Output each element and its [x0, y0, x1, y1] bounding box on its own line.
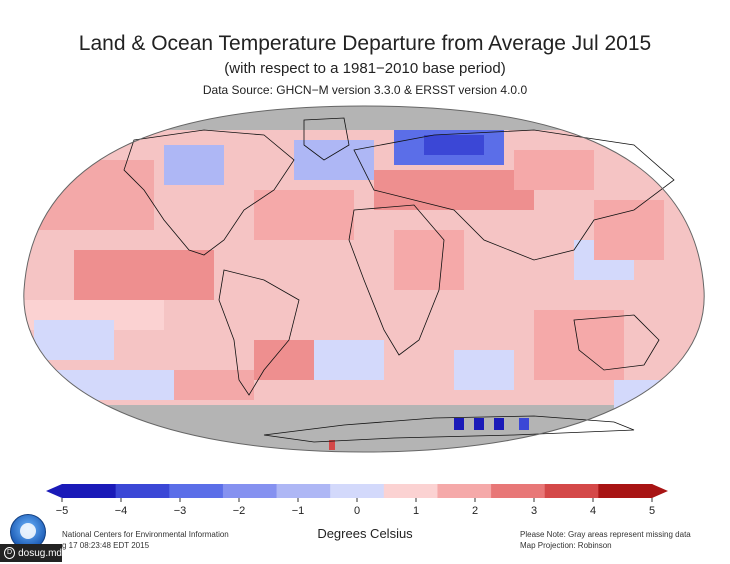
colorbar-arrow-high: [652, 484, 668, 498]
warm-pacific-north: [34, 160, 154, 230]
cool-north-america: [164, 145, 224, 185]
colorbar-tick-label: −4: [115, 505, 128, 517]
watermark: D dosug.md: [0, 544, 62, 562]
projection-note: Map Projection: Robinson: [520, 541, 612, 550]
watermark-text: dosug.md: [18, 547, 62, 559]
org-name: National Centers for Environmental Infor…: [62, 530, 229, 539]
colorbar-tick-label: −1: [292, 505, 305, 517]
antarctica-coast: [263, 415, 635, 443]
colorbar-tick-label: 3: [531, 505, 537, 517]
watermark-icon: D: [4, 547, 16, 559]
warm-europe-asia: [374, 170, 534, 210]
colorbar-tick-label: 2: [472, 505, 478, 517]
africa-coast: [348, 204, 445, 356]
generation-date: g 17 08:23:48 EDT 2015: [62, 541, 150, 550]
map-title: Land & Ocean Temperature Departure from …: [78, 32, 652, 55]
colorbar-tick-label: 5: [649, 505, 655, 517]
south-america-coast: [218, 269, 300, 396]
colorbar-segment: [437, 484, 492, 498]
colorbar-segment: [330, 484, 385, 498]
world-map: [23, 105, 705, 453]
color-legend: −5 −4 −3 −2 −1 0 1 2 3 4 5: [46, 484, 668, 517]
colorbar-segment: [222, 484, 278, 498]
colorbar-segment: [544, 484, 599, 498]
colorbar-segment: [383, 484, 438, 498]
colorbar-tick-label: −3: [174, 505, 187, 517]
data-source: Data Source: GHCN−M version 3.3.0 & ERSS…: [202, 83, 528, 97]
warm-pacific-east: [74, 250, 214, 300]
cool-greenland: [294, 140, 374, 180]
eurasia-coast: [353, 129, 675, 261]
coastlines: [123, 117, 675, 443]
colorbar-arrow-low: [46, 484, 62, 498]
australia-coast: [573, 314, 660, 371]
missing-data-note: Please Note: Gray areas represent missin…: [520, 530, 691, 539]
map-subtitle: (with respect to a 1981−2010 base period…: [224, 60, 506, 77]
legend-units: Degrees Celsius: [317, 526, 413, 541]
greenland-coast: [303, 117, 350, 161]
colorbar-tick-label: 0: [354, 505, 360, 517]
map-outline: [23, 105, 705, 453]
colorbar-segment: [491, 484, 546, 498]
north-america-coast: [123, 129, 295, 256]
colorbar-segment: [62, 484, 117, 498]
colorbar-tick-label: 1: [413, 505, 419, 517]
colorbar-segment: [598, 484, 653, 498]
missing-arctic: [23, 106, 705, 130]
colorbar-segment: [169, 484, 224, 498]
colorbar-tick-label: −5: [56, 505, 69, 517]
colorbar-tick-label: −2: [233, 505, 246, 517]
colorbar-segment: [115, 484, 170, 498]
colorbar-segment: [276, 484, 331, 498]
colorbar-tick-label: 4: [590, 505, 596, 517]
